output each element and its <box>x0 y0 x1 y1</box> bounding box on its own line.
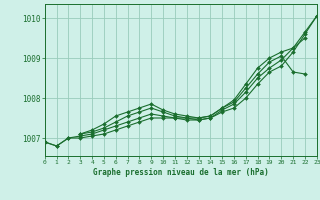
X-axis label: Graphe pression niveau de la mer (hPa): Graphe pression niveau de la mer (hPa) <box>93 168 269 177</box>
